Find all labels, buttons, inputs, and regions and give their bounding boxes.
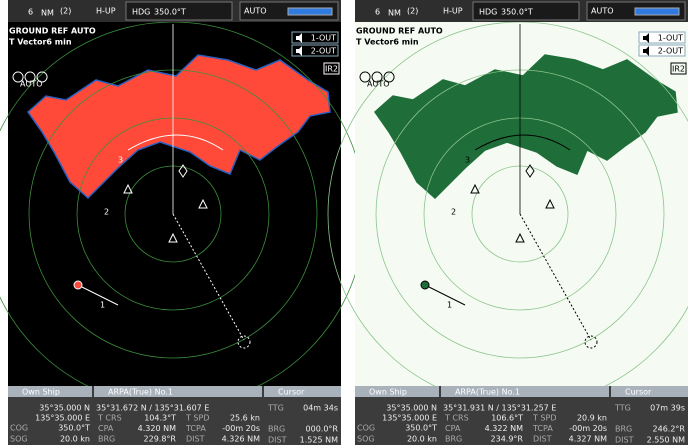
info-title: ARPA(True) No.1 bbox=[455, 388, 520, 397]
output: 2-OUT bbox=[658, 47, 683, 56]
info-text: 20.9 kn bbox=[577, 414, 607, 423]
info-text: TCPA bbox=[532, 424, 553, 433]
info-text: 25.6 kn bbox=[230, 414, 260, 423]
info-text: CPA bbox=[98, 424, 114, 433]
radar-background bbox=[355, 0, 688, 445]
info-text: T CRS bbox=[97, 414, 122, 423]
info-text: SOG bbox=[10, 435, 28, 444]
info-text: 229.8°R bbox=[144, 435, 177, 444]
target-number: 1 bbox=[100, 301, 105, 310]
info-text: TTG bbox=[614, 404, 631, 413]
output: 1-OUT bbox=[658, 34, 683, 43]
gain-bar bbox=[288, 8, 332, 15]
radar-panel: 6 NM (2) H-UP HDG 350.0°T AUTO GROUND REF AUTO T… bbox=[328, 0, 688, 445]
info-title: ARPA(True) No.1 bbox=[108, 388, 173, 397]
info-text: 350.0°T bbox=[58, 424, 90, 433]
info-text: 135°35.000 E bbox=[35, 414, 90, 423]
info-text: BRG bbox=[445, 435, 462, 444]
range: 6 bbox=[375, 8, 380, 17]
range: 6 bbox=[28, 8, 33, 17]
info-text: 1.525 NM bbox=[300, 436, 338, 445]
info-text: DIST bbox=[186, 435, 205, 444]
info-title: Own Ship bbox=[22, 388, 60, 397]
info-text: 20.0 kn bbox=[407, 435, 437, 444]
info-text: 35°35.000 N bbox=[386, 404, 437, 413]
auto-label: AUTO bbox=[367, 80, 390, 89]
info-text: DIST bbox=[533, 435, 552, 444]
heading: 350.0°T bbox=[501, 8, 533, 17]
info-text: 20.0 kn bbox=[60, 435, 90, 444]
info-text: T SPD bbox=[532, 414, 557, 423]
info-text: 4.326 NM bbox=[222, 435, 260, 444]
info-text: 35°35.000 N bbox=[39, 404, 90, 413]
info-text: TCPA bbox=[185, 424, 206, 433]
output: 2-OUT bbox=[311, 47, 336, 56]
info-text: 135°35.000 E bbox=[382, 414, 437, 423]
info-text: DIST bbox=[268, 436, 287, 445]
info-text: T CRS bbox=[444, 414, 469, 423]
info-text: 4.327 NM bbox=[569, 435, 607, 444]
info-text: SOG bbox=[357, 435, 375, 444]
arpa-target bbox=[74, 281, 82, 289]
output: 1-OUT bbox=[311, 34, 336, 43]
target-number: 2 bbox=[451, 208, 456, 217]
heading-label: HDG bbox=[132, 8, 150, 17]
status-text: T Vector6 min bbox=[9, 38, 72, 47]
info-title: Cursor bbox=[278, 388, 305, 397]
info-area: Own Ship ARPA(True) No.1 Cursor 35°35.000 N… bbox=[355, 386, 688, 445]
info-text: 106.6°T bbox=[491, 414, 523, 423]
radar-background bbox=[8, 0, 341, 445]
target-number: 3 bbox=[118, 156, 123, 165]
gain-bar bbox=[635, 8, 679, 15]
info-title: Own Ship bbox=[369, 388, 407, 397]
info-text: 000.0°R bbox=[306, 425, 339, 434]
range-scale: (2) bbox=[60, 7, 71, 16]
range-unit: NM bbox=[388, 9, 401, 18]
mode: H-UP bbox=[96, 7, 116, 16]
info-text: BRG bbox=[268, 425, 285, 434]
mode: H-UP bbox=[443, 7, 463, 16]
status-text: GROUND REF AUTO bbox=[9, 27, 96, 36]
info-text: COG bbox=[10, 424, 28, 433]
target-number: 2 bbox=[104, 208, 109, 217]
range-unit: NM bbox=[41, 9, 54, 18]
gain: AUTO bbox=[591, 7, 614, 16]
info-text: 234.9°R bbox=[491, 435, 524, 444]
heading: 350.0°T bbox=[154, 8, 186, 17]
info-text: 35°31.672 N / 135°31.607 E bbox=[96, 404, 209, 413]
info-text: 350.0°T bbox=[405, 424, 437, 433]
auto-label: AUTO bbox=[20, 80, 43, 89]
info-text: 35°31.931 N / 135°31.257 E bbox=[443, 404, 556, 413]
target-number: 1 bbox=[447, 301, 452, 310]
status-text: GROUND REF AUTO bbox=[356, 27, 443, 36]
info-text: -00m 20s bbox=[569, 424, 607, 433]
info-text: 104.3°T bbox=[144, 414, 176, 423]
info-text: TTG bbox=[267, 404, 284, 413]
status-text: T Vector6 min bbox=[356, 38, 419, 47]
ir: IR2 bbox=[325, 65, 338, 74]
arpa-target bbox=[421, 281, 429, 289]
gain: AUTO bbox=[244, 7, 267, 16]
info-title: Cursor bbox=[625, 388, 652, 397]
screenshot: 6 NM (2) H-UP HDG 350.0°T AUTO GROUND REF AUTO T… bbox=[0, 0, 688, 445]
info-text: CPA bbox=[445, 424, 461, 433]
info-text: T SPD bbox=[185, 414, 210, 423]
info-text: 4.322 NM bbox=[485, 424, 523, 433]
info-text: 07m 39s bbox=[650, 404, 685, 413]
info-text: 2.550 NM bbox=[647, 436, 685, 445]
info-text: 246.2°R bbox=[653, 425, 686, 434]
info-text: BRG bbox=[98, 435, 115, 444]
info-text: 4.320 NM bbox=[138, 424, 176, 433]
info-text: COG bbox=[357, 424, 375, 433]
info-text: -00m 20s bbox=[222, 424, 260, 433]
radar-panel: 6 NM (2) H-UP HDG 350.0°T AUTO GROUND REF AUTO T… bbox=[0, 0, 365, 445]
heading-label: HDG bbox=[479, 8, 497, 17]
info-text: BRG bbox=[615, 425, 632, 434]
range-scale: (2) bbox=[407, 7, 418, 16]
ir: IR2 bbox=[672, 65, 685, 74]
info-text: DIST bbox=[615, 436, 634, 445]
info-area: Own Ship ARPA(True) No.1 Cursor 35°35.000 N… bbox=[8, 386, 341, 445]
info-text: 04m 34s bbox=[303, 404, 338, 413]
target-number: 3 bbox=[465, 156, 470, 165]
